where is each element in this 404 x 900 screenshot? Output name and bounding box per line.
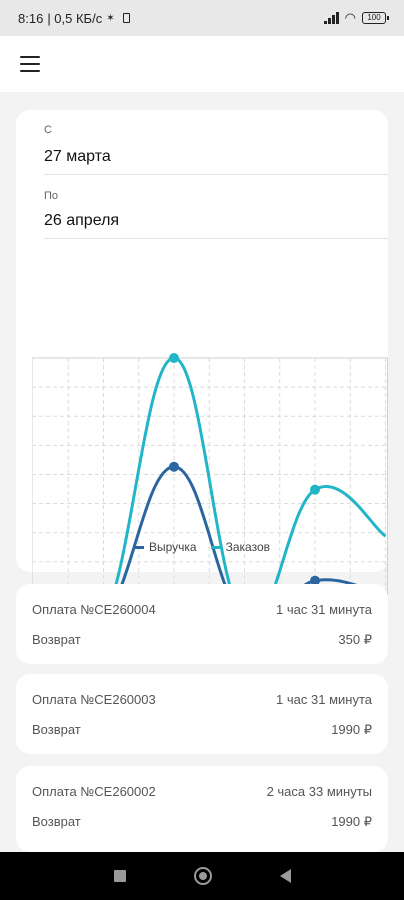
from-label: С [44, 124, 52, 136]
data-point-revenue [169, 461, 179, 472]
hamburger-icon[interactable] [20, 56, 40, 72]
legend-swatch-revenue [134, 545, 144, 549]
legend-item-revenue: Выручка [134, 540, 197, 554]
wifi-icon: ◠ [344, 10, 356, 25]
payment-time: 2 часа 33 минуты [266, 784, 372, 799]
payment-title: Оплата №CE260002 [32, 784, 156, 799]
payment-card[interactable]: Оплата №CE260003 1 час 31 минута Возврат… [16, 674, 388, 754]
status-time: 8:16 [18, 10, 44, 26]
payment-type: Возврат [32, 722, 81, 737]
app-bar [0, 36, 404, 92]
data-point-orders [169, 353, 179, 363]
battery-icon: 100 [362, 12, 389, 24]
chart-legend: Выручка Заказов [16, 540, 388, 554]
status-speed: | 0,5 КБ/с [47, 10, 103, 26]
payment-title: Оплата №CE260003 [32, 692, 156, 707]
payment-amount: 1990 ₽ [331, 722, 372, 737]
payment-amount: 1990 ₽ [331, 814, 372, 829]
signal-icon [323, 12, 339, 24]
payment-title: Оплата №CE260004 [32, 602, 156, 617]
legend-label-revenue: Выручка [149, 540, 197, 554]
stats-card: С 27 марта По 26 апреля мар.28 мар.29 ма… [16, 110, 388, 643]
payment-type: Возврат [32, 814, 81, 829]
sim-icon [122, 13, 130, 23]
legend-item-orders: Заказов [210, 540, 270, 554]
from-divider [44, 174, 388, 175]
legend-swatch-orders [210, 545, 221, 549]
data-point-revenue [310, 575, 320, 586]
to-divider [44, 238, 388, 239]
square-icon[interactable] [113, 870, 126, 882]
legend-label-orders: Заказов [225, 540, 270, 554]
payment-time: 1 час 31 минута [276, 692, 372, 707]
bluetooth-icon: ✶ [106, 12, 115, 24]
payment-time: 1 час 31 минута [276, 602, 372, 617]
payment-amount: 350 ₽ [338, 632, 372, 647]
circle-icon[interactable] [193, 867, 212, 885]
payment-card[interactable]: Оплата №CE260004 1 час 31 минута Возврат… [16, 584, 388, 664]
data-point-orders [310, 484, 320, 495]
payment-type: Возврат [32, 632, 81, 647]
to-label: По [44, 190, 59, 202]
status-bar: 8:16 | 0,5 КБ/с ✶ ◠ 100 [0, 0, 404, 36]
to-date-field[interactable]: 26 апреля [44, 212, 120, 229]
from-date-field[interactable]: 27 марта [44, 148, 111, 165]
triangle-back-icon[interactable] [279, 869, 291, 883]
system-nav-bar [0, 852, 404, 900]
payment-card[interactable]: Оплата №CE260002 2 часа 33 минуты Возвра… [16, 766, 388, 852]
